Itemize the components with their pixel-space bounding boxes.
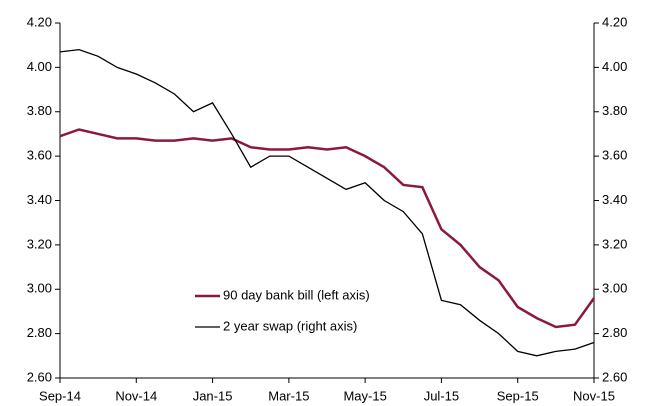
x-tick-label: Jul-15 [424,388,459,403]
x-tick-label: Sep-14 [39,388,81,403]
y2-tick-label: 4.00 [602,59,627,74]
x-tick-label: Mar-15 [268,388,309,403]
y2-tick-label: 3.20 [602,236,627,251]
x-tick-label: May-15 [343,388,386,403]
y2-tick-label: 3.40 [602,192,627,207]
y-tick-label: 3.80 [27,103,52,118]
y2-tick-label: 4.20 [602,14,627,29]
legend-label: 2 year swap (right axis) [223,318,357,333]
x-tick-label: Nov-14 [115,388,157,403]
y2-tick-label: 3.60 [602,148,627,163]
legend-label: 90 day bank bill (left axis) [223,287,370,302]
x-tick-label: Nov-15 [573,388,615,403]
y2-tick-label: 2.60 [602,369,627,384]
y2-tick-label: 3.00 [602,281,627,296]
y-tick-label: 4.20 [27,14,52,29]
series-line [59,48,595,357]
y-tick-label: 2.60 [27,369,52,384]
series-line [59,128,596,329]
y-tick-label: 3.40 [27,192,52,207]
y-tick-label: 3.20 [27,236,52,251]
x-tick-label: Sep-15 [497,388,539,403]
y-tick-label: 3.00 [27,281,52,296]
y-tick-label: 3.60 [27,148,52,163]
y2-tick-label: 3.80 [602,103,627,118]
y-tick-label: 2.80 [27,325,52,340]
y2-tick-label: 2.80 [602,325,627,340]
x-tick-label: Jan-15 [193,388,233,403]
y-tick-label: 4.00 [27,59,52,74]
